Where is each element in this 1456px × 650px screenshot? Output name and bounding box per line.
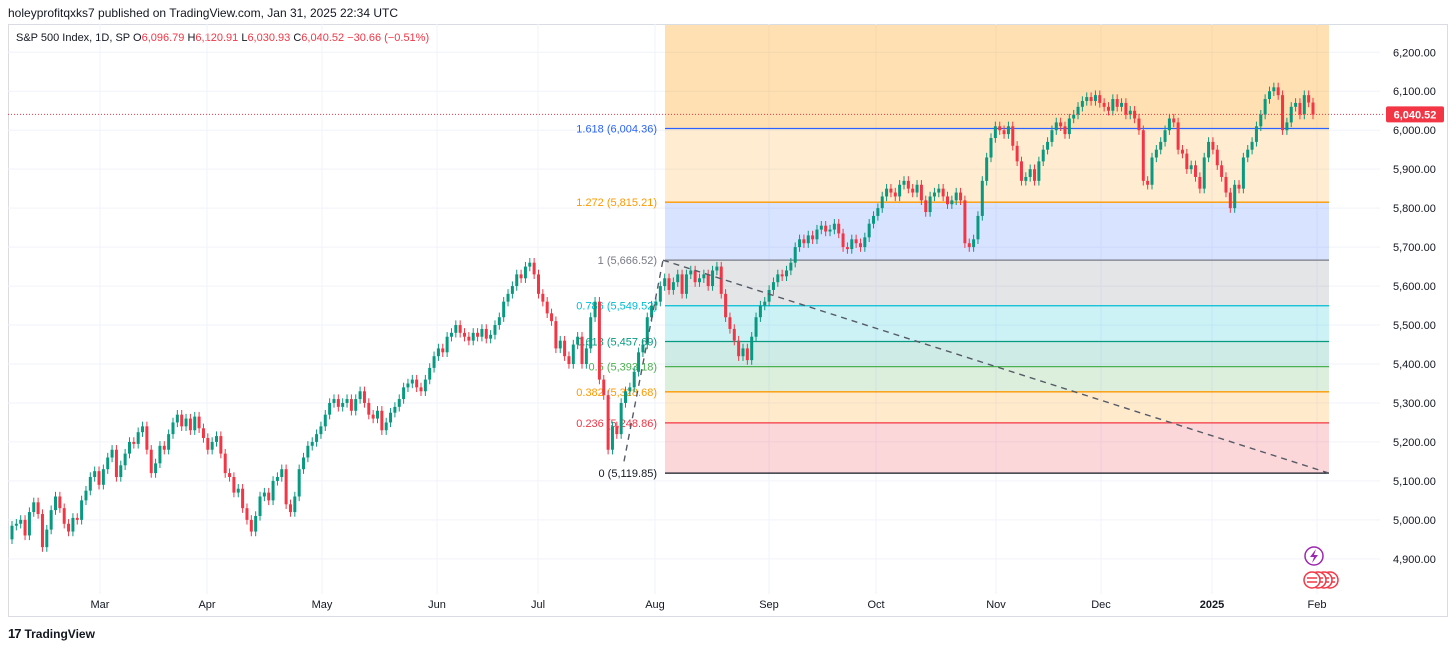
brand-name: TradingView	[24, 626, 95, 641]
high-value: 6,120.91	[195, 32, 239, 44]
published-caption: holeyprofitqxks7 published on TradingVie…	[8, 6, 399, 20]
low-value: 6,030.93	[247, 32, 291, 44]
tradingview-logo-icon: 17	[8, 626, 22, 641]
close-value: 6,040.52	[301, 32, 345, 44]
footer-brand[interactable]: 17 TradingView	[8, 626, 95, 641]
high-label: H	[187, 32, 196, 44]
chart-pane[interactable]	[8, 24, 1448, 617]
symbol-label[interactable]: S&P 500 Index, 1D, SP	[16, 32, 130, 44]
open-value: 6,096.79	[141, 32, 185, 44]
open-label: O	[133, 32, 142, 44]
change-value: −30.66 (−0.51%)	[347, 32, 430, 44]
low-label: L	[241, 32, 248, 44]
close-label: C	[293, 32, 302, 44]
symbol-legend: S&P 500 Index, 1D, SP O6,096.79 H6,120.9…	[16, 32, 429, 44]
